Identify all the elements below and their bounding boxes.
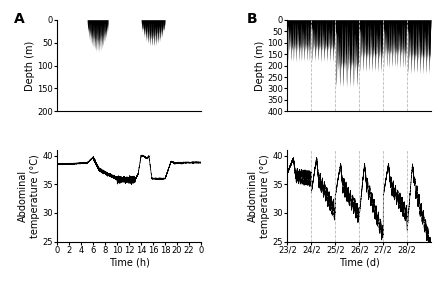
X-axis label: Time (h): Time (h) [109,258,150,268]
Y-axis label: Depth (m): Depth (m) [25,40,34,91]
Y-axis label: Abdominal
temperature (°C): Abdominal temperature (°C) [18,154,40,238]
Y-axis label: Depth (m): Depth (m) [254,40,264,91]
Text: A: A [14,12,25,26]
Text: B: B [247,12,258,26]
Y-axis label: Abdominal
temperature (°C): Abdominal temperature (°C) [248,154,270,238]
X-axis label: Time (d): Time (d) [339,258,380,268]
